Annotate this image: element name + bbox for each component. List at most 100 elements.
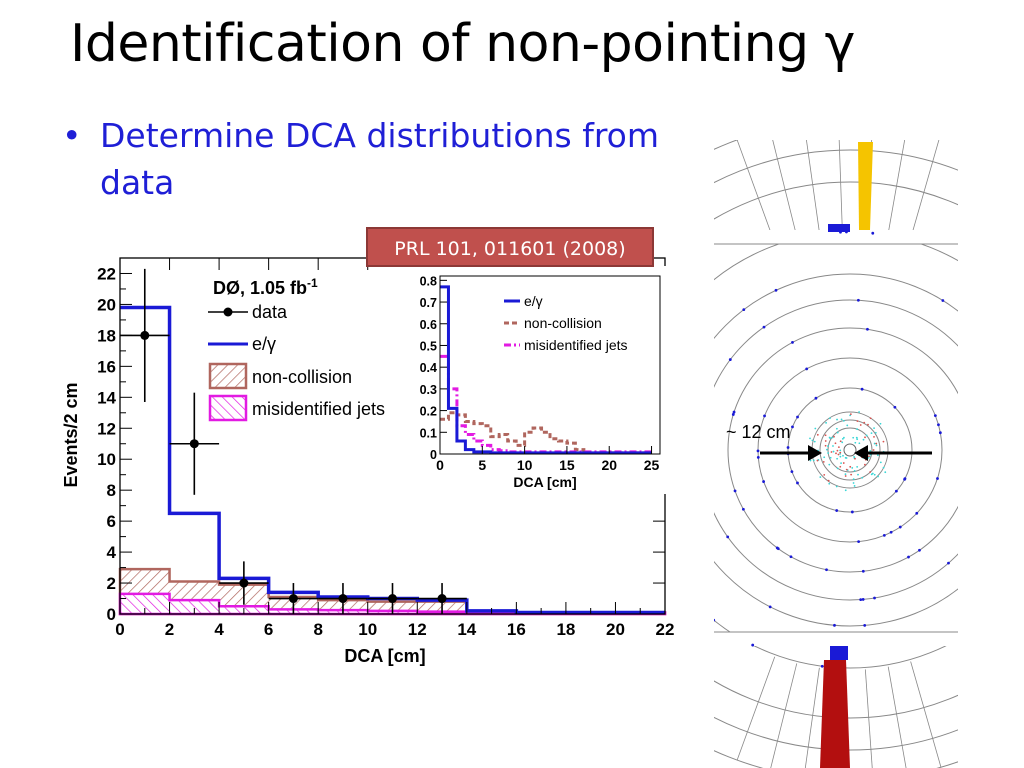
inner-hit-red: [833, 435, 835, 438]
hit: [835, 509, 839, 512]
hit: [833, 623, 836, 627]
inner-hit-red: [873, 435, 875, 438]
inner-hit-red: [882, 440, 885, 443]
calorimeter-segment: [736, 140, 776, 244]
bullet-dot: •: [62, 116, 82, 155]
y-tick-label: 22: [97, 264, 116, 283]
legend-swatch: [208, 394, 248, 422]
hit: [857, 540, 861, 543]
data-marker: [189, 439, 199, 449]
inset-histogram-chart: 0 5 10 15 20 25 0 0.1 0.2 0.3 0.4 0.5 0.6 0.7 0.8 DCA […: [400, 266, 668, 494]
hit: [861, 569, 865, 573]
inner-hit: [874, 431, 877, 434]
hit: [762, 480, 765, 483]
legend-label: data: [252, 302, 288, 322]
hit: [882, 533, 886, 537]
hit: [1017, 501, 1020, 504]
inner-hit-red: [823, 473, 826, 476]
hit: [970, 438, 973, 441]
hit: [763, 414, 766, 418]
inset-y-tick-label: 0.6: [420, 318, 437, 332]
inner-hit-red: [834, 442, 837, 445]
hit: [850, 510, 854, 514]
inner-hit: [840, 462, 842, 465]
detector-ring: [787, 387, 913, 513]
hit: [898, 525, 902, 529]
reference-box: PRL 101, 011601 (2008): [366, 227, 654, 267]
inner-hit: [839, 449, 842, 452]
inset-x-tick-label: 15: [559, 457, 575, 473]
inner-hit-red: [863, 421, 866, 424]
hit: [861, 598, 865, 601]
data-marker: [239, 578, 249, 588]
y-tick-label: 20: [97, 295, 116, 314]
hit: [774, 288, 778, 292]
hit: [845, 230, 848, 234]
calorimeter-segment: [770, 663, 798, 768]
legend-label: e/γ: [252, 334, 276, 354]
x-tick-label: 2: [165, 620, 174, 639]
calorimeter-segment: [887, 140, 906, 234]
inner-hit-red: [845, 468, 848, 471]
inner-hit: [873, 442, 876, 445]
hit: [975, 529, 978, 532]
inner-hit: [813, 440, 816, 443]
inner-hit: [836, 418, 838, 421]
hit: [776, 547, 780, 551]
inner-hit-red: [872, 449, 875, 451]
hit: [893, 405, 897, 409]
scale-label: ~ 12 cm: [726, 422, 791, 442]
inner-hit: [840, 418, 843, 421]
inner-hit: [873, 427, 875, 429]
inner-hit: [862, 438, 865, 441]
inner-hit: [853, 469, 856, 472]
inner-hit: [861, 476, 864, 479]
inner-hit-red: [842, 462, 845, 464]
inner-hit: [865, 434, 868, 437]
inner-hit: [870, 432, 873, 435]
hit: [701, 476, 704, 479]
inner-hit: [832, 450, 835, 453]
hit: [961, 349, 964, 352]
hit: [915, 511, 919, 515]
hit: [859, 598, 863, 602]
inner-hit: [827, 452, 830, 454]
inset-x-tick-label: 25: [644, 457, 660, 473]
hit: [889, 530, 893, 534]
inner-hit-red: [836, 449, 839, 452]
calorimeter-segment: [772, 140, 798, 237]
hit: [941, 299, 945, 302]
calorimeter-segment: [910, 661, 942, 768]
inner-hit: [856, 428, 859, 431]
hit: [796, 481, 799, 485]
inner-hit: [826, 448, 828, 451]
inset-x-axis-label: DCA [cm]: [513, 474, 576, 490]
inner-hit: [828, 463, 831, 466]
inset-y-tick-label: 0.2: [420, 405, 437, 419]
legend-label: non-collision: [252, 367, 352, 387]
hit: [733, 489, 737, 493]
inner-hit: [841, 437, 844, 440]
inner-hit: [854, 441, 857, 444]
calorimeter-segment: [804, 667, 820, 768]
inner-hit-red: [856, 420, 859, 423]
hit: [728, 358, 732, 361]
inner-hit: [858, 442, 861, 445]
y-tick-label: 2: [107, 574, 116, 593]
inner-hit: [856, 438, 859, 441]
data-point: [417, 583, 467, 614]
inset-background: [400, 266, 668, 494]
inner-hit-red: [816, 459, 819, 462]
inner-hit: [870, 473, 873, 476]
detector-ring: [819, 419, 881, 481]
hit: [938, 431, 942, 435]
inner-hit: [809, 437, 811, 440]
inner-hit: [882, 466, 885, 469]
hit: [986, 279, 989, 282]
inset-y-tick-label: 0.3: [420, 383, 437, 397]
inner-hit: [839, 455, 842, 458]
inner-hit-red: [839, 440, 842, 443]
main-legend: DØ, 1.05 fb-1 data e/γ non-collision miside…: [208, 276, 385, 422]
inner-hit-red: [869, 417, 872, 420]
hit: [790, 470, 794, 474]
